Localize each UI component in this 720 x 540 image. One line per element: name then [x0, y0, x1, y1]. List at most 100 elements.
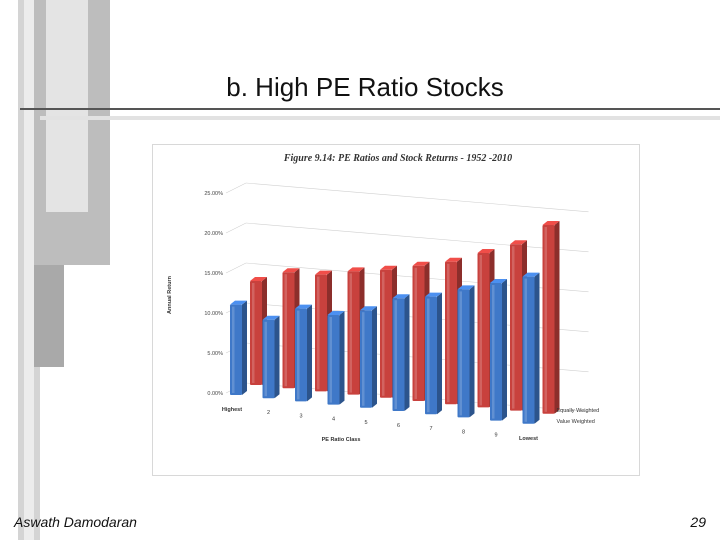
bar-front: [522, 276, 535, 424]
bar-front: [392, 298, 405, 411]
title-divider: [20, 108, 720, 110]
bar-top: [542, 221, 560, 225]
bar-top: [295, 304, 312, 309]
gridline-side: [225, 222, 247, 234]
bar-front: [445, 261, 457, 405]
gridline-side: [225, 182, 247, 194]
bar-front: [490, 283, 502, 421]
bar-side: [554, 221, 560, 414]
bar: [327, 311, 345, 405]
x-tick-label: 2: [267, 410, 270, 416]
figure-frame: Figure 9.14: PE Ratios and Stock Returns…: [152, 144, 640, 476]
y-tick-label: 25.00%: [204, 191, 223, 197]
x-tick-label: 5: [364, 420, 367, 426]
bar-highlight: [297, 310, 300, 400]
bar-highlight: [524, 278, 527, 422]
x-tick-layer: Highest 2 3 4 5 6 7 8 9 Lowest: [222, 407, 538, 442]
y-tick-label: 10.00%: [204, 311, 223, 317]
y-tick-label: 15.00%: [204, 271, 223, 277]
gridline-side: [225, 262, 247, 274]
x-axis-label: PE Ratio Class: [322, 437, 361, 443]
bar-side: [372, 306, 377, 408]
bar-top: [412, 261, 430, 266]
page-number: 29: [690, 514, 706, 530]
bar-top: [392, 294, 410, 299]
bar-side: [339, 311, 345, 405]
bar-front: [412, 265, 425, 401]
bar-top: [230, 300, 247, 305]
bar-front: [425, 296, 437, 415]
bar: [425, 292, 442, 415]
bar-front: [230, 304, 242, 395]
footer-author: Aswath Damodaran: [14, 514, 137, 530]
bar-front: [360, 310, 372, 408]
bar-highlight: [232, 306, 235, 393]
bar-side: [404, 294, 410, 411]
bar-top: [262, 315, 280, 320]
bar-front: [380, 269, 392, 398]
x-tick-label: Lowest: [519, 436, 538, 442]
bar-layer: [230, 221, 560, 424]
bar-top: [510, 240, 527, 245]
bar-side: [437, 292, 442, 415]
bar-front: [315, 274, 327, 392]
bar-highlight: [414, 267, 417, 399]
bar-top: [477, 249, 495, 253]
bar-side: [242, 300, 247, 395]
bar-highlight: [459, 291, 462, 416]
bar-highlight: [427, 298, 430, 413]
bar-top: [425, 292, 442, 297]
legend-item: Value Weighted: [557, 419, 595, 425]
bar-highlight: [264, 321, 267, 397]
bar-top: [250, 277, 267, 281]
legend-item: Equally Weighted: [557, 408, 600, 414]
bar-front: [510, 244, 522, 411]
bar-highlight: [252, 283, 255, 383]
y-tick-label: 20.00%: [204, 231, 223, 237]
bar-top: [282, 268, 300, 273]
bar-highlight: [512, 246, 515, 409]
bar: [542, 221, 560, 414]
bar-side: [534, 272, 540, 424]
x-tick-label: 4: [332, 417, 335, 423]
y-tick-label: 5.00%: [207, 351, 223, 357]
bar-front: [347, 271, 360, 395]
bar-front: [295, 308, 307, 402]
bar: [230, 300, 247, 395]
bar-highlight: [479, 255, 482, 406]
bar-front: [262, 319, 275, 399]
bar-top: [360, 306, 377, 311]
bar-highlight: [394, 300, 397, 409]
bar-highlight: [492, 285, 495, 419]
bar: [490, 279, 507, 421]
bar-front: [457, 289, 470, 418]
bar-side: [502, 279, 507, 421]
y-axis-label: Annual Return: [167, 275, 173, 314]
x-tick-label: 7: [429, 426, 432, 432]
bar: [262, 315, 280, 399]
bar-top: [522, 272, 540, 277]
decor-bar-3: [46, 0, 88, 212]
bar-front: [282, 272, 295, 389]
decor-bar-4: [34, 265, 64, 367]
bar: [522, 272, 540, 424]
bar-front: [327, 315, 340, 405]
slide-title: b. High PE Ratio Stocks: [226, 72, 504, 102]
bar-side: [469, 285, 475, 418]
bar: [360, 306, 377, 408]
bar-highlight: [317, 276, 320, 390]
x-tick-label: Highest: [222, 407, 242, 413]
bar-top: [347, 267, 365, 272]
bar-highlight: [362, 312, 365, 406]
bar-highlight: [544, 227, 547, 412]
x-tick-label: 3: [299, 413, 302, 419]
y-tick-layer: 0.00% 5.00% 10.00% 15.00% 20.00% 25.00%: [204, 191, 223, 397]
bar-top: [327, 311, 345, 315]
y-tick-label: 0.00%: [207, 391, 223, 397]
bar-front: [250, 281, 262, 385]
title-divider-shadow: [40, 116, 720, 120]
bar-top: [380, 265, 397, 270]
bar-top: [315, 270, 332, 275]
gridline: [245, 222, 589, 253]
chart-title: Figure 9.14: PE Ratios and Stock Returns…: [283, 153, 512, 164]
